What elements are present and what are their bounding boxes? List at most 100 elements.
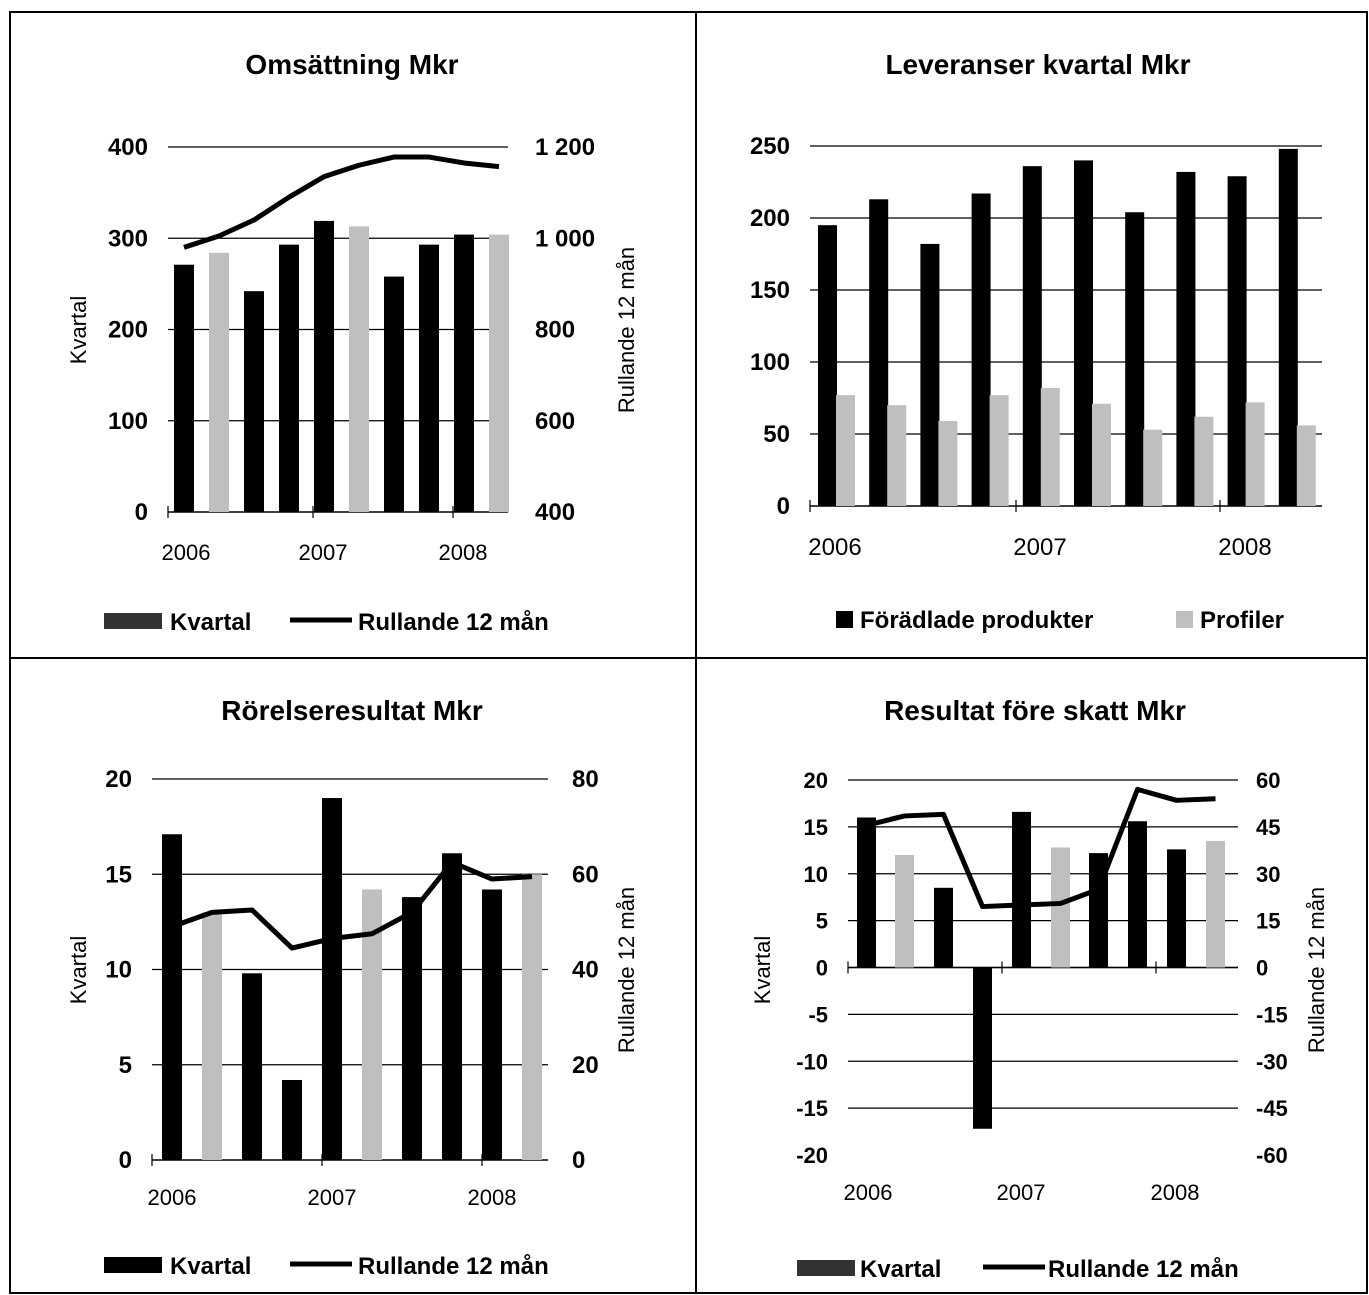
- bar: [1296, 425, 1316, 506]
- y-tick-label: 20: [804, 768, 828, 793]
- series-line: [865, 786, 1216, 910]
- bar: [1040, 387, 1060, 506]
- y2-tick-label: 80: [572, 766, 599, 793]
- chart-title: Rörelseresultat Mkr: [221, 695, 483, 726]
- y-tick-label: -20: [796, 1143, 828, 1168]
- bar: [1194, 416, 1214, 506]
- y2-tick-label: 1 000: [535, 225, 595, 252]
- bar: [1022, 166, 1042, 506]
- y2-axis-label: Rullande 12 mån: [614, 247, 639, 413]
- y2-tick-label: 30: [1256, 862, 1280, 887]
- y2-tick-label: 60: [572, 861, 599, 888]
- y2-tick-label: -60: [1256, 1143, 1288, 1168]
- y2-axis-label: Rullande 12 mån: [614, 887, 639, 1053]
- y-tick-label: 200: [108, 317, 148, 344]
- bar: [322, 798, 342, 1160]
- chart-resultat-fore-skatt: Resultat före skatt Mkr -20 -15 -10 -5 0 5 10 1…: [750, 695, 1329, 1283]
- y2-tick-label: 0: [1256, 956, 1268, 981]
- bar: [920, 243, 940, 507]
- bar: [818, 225, 837, 506]
- y-tick-label: -15: [796, 1096, 828, 1121]
- y-tick-label: 100: [108, 408, 148, 435]
- y2-tick-label: -30: [1256, 1049, 1288, 1074]
- bar: [282, 1079, 302, 1160]
- x-tick-label: 2007: [308, 1185, 357, 1210]
- bar: [442, 853, 462, 1160]
- y2-tick-label: 45: [1256, 815, 1280, 840]
- bar: [971, 193, 991, 506]
- x-tick-label: 2008: [1151, 1180, 1200, 1205]
- x-tick-label: 2007: [997, 1180, 1046, 1205]
- bar: [1128, 821, 1147, 968]
- bar: [482, 889, 502, 1160]
- y-tick-label: 300: [108, 225, 148, 252]
- y2-tick-label: -15: [1256, 1002, 1288, 1027]
- legend: Kvartal Rullande 12 mån: [104, 609, 549, 636]
- bar: [857, 817, 876, 968]
- y-tick-label: 5: [119, 1052, 132, 1079]
- legend-marker-square: [1176, 611, 1193, 628]
- x-tick-label: 2008: [468, 1185, 517, 1210]
- bar: [314, 220, 334, 512]
- y-tick-label: 250: [750, 133, 790, 160]
- series-line: [183, 154, 500, 250]
- legend: Förädlade produkter Profiler: [836, 607, 1284, 634]
- x-tick-label: 2007: [299, 540, 348, 565]
- plot-area: -20 -15 -10 -5 0 5 10 15 20 -60 -45 -30 -15 0 15 30 45 60…: [796, 768, 1288, 1205]
- y2-tick-label: 15: [1256, 909, 1280, 934]
- bar: [1167, 849, 1186, 968]
- bar: [1245, 402, 1265, 506]
- bar: [938, 421, 958, 506]
- bar: [989, 395, 1009, 506]
- x-tick-label: 2008: [439, 540, 488, 565]
- bar: [209, 252, 229, 512]
- legend-label: Kvartal: [170, 1253, 251, 1280]
- y-tick-label: 15: [804, 815, 828, 840]
- y-tick-label: 15: [105, 861, 132, 888]
- bar: [244, 291, 264, 512]
- bar: [1092, 403, 1111, 506]
- bar: [836, 395, 855, 506]
- series-line: [171, 859, 533, 951]
- y-tick-label: 0: [777, 493, 790, 520]
- y-tick-label: 10: [105, 957, 132, 984]
- y2-tick-label: 40: [572, 957, 599, 984]
- bar: [1227, 176, 1247, 507]
- bar: [522, 874, 542, 1160]
- legend-label: Kvartal: [170, 609, 251, 636]
- chart-title: Omsättning Mkr: [245, 49, 458, 80]
- bar: [162, 834, 182, 1160]
- chart-title: Leveranser kvartal Mkr: [885, 49, 1190, 80]
- y2-tick-label: 400: [535, 499, 575, 526]
- y2-axis-label: Rullande 12 mån: [1304, 887, 1329, 1053]
- bar: [1143, 429, 1163, 506]
- y2-tick-label: -45: [1256, 1096, 1288, 1121]
- y-tick-label: 20: [105, 766, 132, 793]
- bar: [402, 897, 422, 1160]
- bar: [362, 889, 382, 1160]
- y-axis-label: Kvartal: [66, 296, 91, 364]
- chart-rorelseresultat: Rörelseresultat Mkr 0 5 10 15 20 0 20 40 60 80 200…: [66, 695, 639, 1280]
- y2-tick-label: 1 200: [535, 134, 595, 161]
- x-tick-label: 2008: [1218, 534, 1271, 561]
- y2-tick-label: 20: [572, 1052, 599, 1079]
- legend: Kvartal Rullande 12 mån: [797, 1256, 1239, 1283]
- bar: [1206, 840, 1225, 968]
- bar: [1125, 212, 1145, 507]
- bar: [934, 887, 953, 968]
- bar: [869, 199, 889, 506]
- panel-borders: [9, 11, 1368, 1294]
- y-tick-label: 0: [135, 499, 148, 526]
- legend-label: Kvartal: [860, 1256, 941, 1283]
- bar: [895, 855, 914, 968]
- bar: [1051, 847, 1070, 968]
- y-tick-label: -10: [796, 1049, 828, 1074]
- legend-label: Förädlade produkter: [860, 607, 1093, 634]
- bar: [202, 912, 222, 1160]
- x-tick-label: 2007: [1013, 534, 1066, 561]
- bar: [973, 967, 992, 1129]
- bar: [1074, 160, 1093, 506]
- y-axis-label: Kvartal: [750, 936, 775, 1004]
- y2-tick-label: 600: [535, 408, 575, 435]
